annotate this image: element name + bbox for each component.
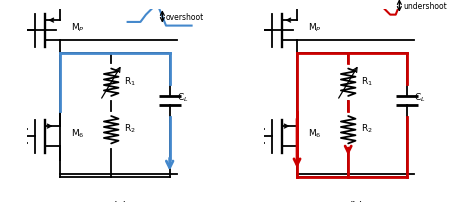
Text: R$_1$: R$_1$ [361, 75, 373, 87]
Text: M$_P$: M$_P$ [71, 21, 85, 34]
Text: overshoot: overshoot [166, 13, 204, 22]
Text: C$_L$: C$_L$ [177, 91, 189, 104]
Text: R$_2$: R$_2$ [361, 122, 373, 135]
Text: (b): (b) [347, 199, 364, 202]
Text: undershoot: undershoot [403, 2, 447, 11]
Text: M$_6$: M$_6$ [71, 127, 84, 139]
Text: M$_P$: M$_P$ [308, 21, 322, 34]
Text: M$_6$: M$_6$ [308, 127, 321, 139]
Text: C$_L$: C$_L$ [414, 91, 426, 104]
Text: R$_1$: R$_1$ [124, 75, 136, 87]
Text: (a): (a) [111, 199, 126, 202]
Text: R$_2$: R$_2$ [124, 122, 136, 135]
